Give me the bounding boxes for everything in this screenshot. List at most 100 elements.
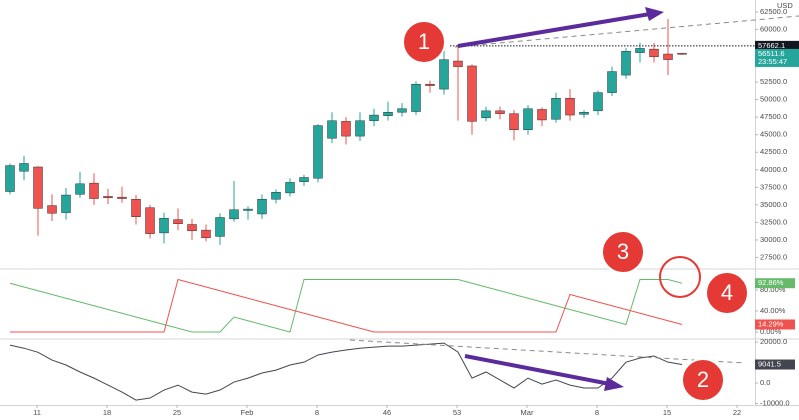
badge-label: 2	[697, 367, 709, 392]
candle-body	[649, 48, 659, 58]
badge	[705, 271, 749, 315]
candle-body	[5, 165, 15, 192]
candle-body	[145, 207, 155, 234]
trend-line	[454, 15, 799, 48]
candle-body	[47, 205, 57, 214]
candle-body	[271, 192, 281, 200]
series-line	[10, 278, 683, 333]
arrow-line	[464, 354, 611, 386]
y-tick-label: 42500.0	[760, 147, 787, 156]
candle-body	[173, 219, 183, 225]
candle-body	[19, 163, 29, 172]
candle-body	[467, 65, 477, 122]
x-tick-label: Feb	[241, 408, 254, 417]
candle-body	[607, 71, 617, 93]
countdown-label: 23:55:47	[758, 57, 787, 66]
candle-body	[313, 125, 323, 179]
value-label-box	[755, 278, 795, 289]
y-tick-label: -10000.0	[760, 399, 790, 408]
y-tick-label: 60000.0	[760, 24, 787, 33]
candle-body	[565, 98, 575, 116]
y-tick-label: 40000.0	[760, 165, 787, 174]
y-tick-label: 35000.0	[760, 200, 787, 209]
candle-body	[397, 108, 407, 113]
candle-body	[355, 120, 365, 137]
price-label-box	[755, 40, 799, 51]
x-tick-label: 25	[173, 408, 181, 417]
candle-body	[103, 196, 113, 199]
x-tick-label: 53	[453, 408, 461, 417]
candle-body	[453, 60, 463, 67]
marks-layer: 27500.0 30000.0 32500.0 35000.0 37500.0 40000…	[5, 7, 799, 417]
candle-body	[495, 110, 505, 114]
value-label-box	[755, 359, 795, 370]
arrow-line	[457, 12, 651, 48]
candle-body	[383, 112, 393, 116]
badge	[601, 230, 645, 274]
candle-body	[285, 182, 295, 194]
trend-line	[349, 339, 746, 364]
x-tick-label: 11	[33, 408, 41, 417]
candle-body	[509, 113, 519, 130]
currency-label: USD	[777, 1, 793, 10]
highlight-circle	[659, 256, 701, 298]
candle-body	[257, 199, 267, 215]
price-label: 56511.6	[758, 49, 785, 58]
candle-body	[635, 48, 645, 53]
candle-body	[537, 109, 547, 121]
y-tick-label: 62500.0	[760, 7, 787, 16]
y-tick-label: 37500.0	[760, 182, 787, 191]
value-label: 9041.5	[758, 360, 781, 369]
candle-body	[89, 182, 99, 199]
candle-body	[33, 166, 43, 209]
annotation-badges: 1 2 3 4	[402, 20, 749, 402]
y-tick-label: 40.00%	[760, 306, 786, 315]
candle-body	[201, 229, 211, 239]
value-label-box	[755, 319, 795, 330]
candle-body	[439, 59, 449, 90]
series-line	[9, 342, 683, 401]
candle-body	[215, 217, 225, 237]
x-tick-label: 22	[733, 408, 741, 417]
y-tick-label: 0.0	[760, 378, 770, 387]
price-label-box	[755, 48, 799, 67]
arrow-head	[604, 377, 624, 391]
y-tick-label: 30000.0	[760, 235, 787, 244]
candle-body	[131, 199, 141, 217]
candle-body	[551, 98, 561, 120]
y-tick-label: 45000.0	[760, 130, 787, 139]
candle-body	[593, 92, 603, 112]
x-tick-label: 15	[663, 408, 671, 417]
candle-body	[299, 177, 309, 182]
candle-body	[159, 217, 169, 234]
badge	[402, 20, 446, 64]
x-tick-label: Mar	[521, 408, 534, 417]
x-tick-label: 8	[595, 408, 599, 417]
y-tick-label: 47500.0	[760, 112, 787, 121]
badge	[681, 358, 725, 402]
candle-body	[411, 83, 421, 112]
candle-body	[229, 209, 239, 220]
candle-body	[75, 183, 85, 195]
x-tick-label: 8	[315, 408, 319, 417]
candle-body	[677, 53, 687, 55]
candle-body	[369, 114, 379, 121]
candle-body	[621, 51, 631, 76]
candle-body	[579, 112, 589, 115]
badge-label: 4	[721, 280, 733, 305]
x-tick-label: 46	[383, 408, 391, 417]
value-label: 14.29%	[758, 319, 784, 328]
candle-body	[243, 208, 253, 211]
series-line	[9, 278, 683, 333]
badge-label: 1	[418, 29, 430, 54]
value-label: 92.86%	[758, 278, 784, 287]
candle-body	[187, 224, 197, 232]
y-tick-label: 27500.0	[760, 252, 787, 261]
y-tick-label: 50000.0	[760, 95, 787, 104]
arrow-head	[645, 7, 664, 21]
candle-body	[663, 53, 673, 60]
candle-body	[327, 120, 337, 139]
y-tick-label: 80.00%	[760, 285, 786, 294]
